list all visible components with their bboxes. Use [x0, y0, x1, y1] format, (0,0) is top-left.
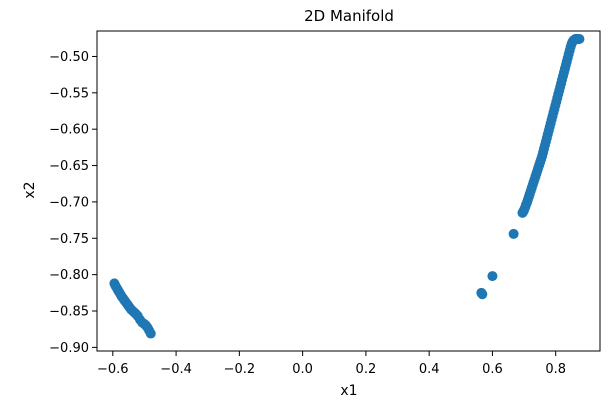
y-tick-label: −0.80	[49, 268, 89, 283]
plot-area	[109, 34, 585, 339]
x-tick-label: 0.8	[545, 362, 566, 377]
x-tick-label: 0.2	[356, 362, 377, 377]
x-tick-label: −0.4	[160, 362, 192, 377]
y-tick-label: −0.55	[49, 86, 89, 101]
y-tick-label: −0.75	[49, 232, 89, 247]
data-point	[477, 289, 488, 300]
plot-frame	[96, 30, 601, 352]
y-tick-label: −0.70	[49, 195, 89, 210]
x-tick-label: 0.0	[292, 362, 313, 377]
y-axis: −0.50 −0.55 −0.60 −0.65 −0.70 −0.75 −0.80 −0.85…	[49, 50, 97, 356]
x-tick-label: 0.6	[482, 362, 503, 377]
data-point	[145, 328, 156, 339]
x-tick-label: 0.4	[419, 362, 440, 377]
x-axis: −0.6 −0.4 −0.2 0.0 0.2 0.4 0.6 0.8	[97, 351, 566, 377]
y-tick-label: −0.65	[49, 159, 89, 174]
y-tick-label: −0.90	[49, 341, 89, 356]
x-tick-label: −0.6	[97, 362, 129, 377]
data-point	[508, 228, 519, 239]
chart-title: 2D Manifold	[304, 7, 394, 25]
x-axis-label: x1	[340, 383, 357, 399]
data-point	[487, 271, 498, 282]
y-tick-label: −0.50	[49, 50, 89, 65]
y-tick-label: −0.85	[49, 305, 89, 320]
y-axis-label: x2	[22, 181, 38, 198]
y-tick-label: −0.60	[49, 123, 89, 138]
data-point	[574, 34, 585, 44]
x-tick-label: −0.2	[224, 362, 256, 377]
